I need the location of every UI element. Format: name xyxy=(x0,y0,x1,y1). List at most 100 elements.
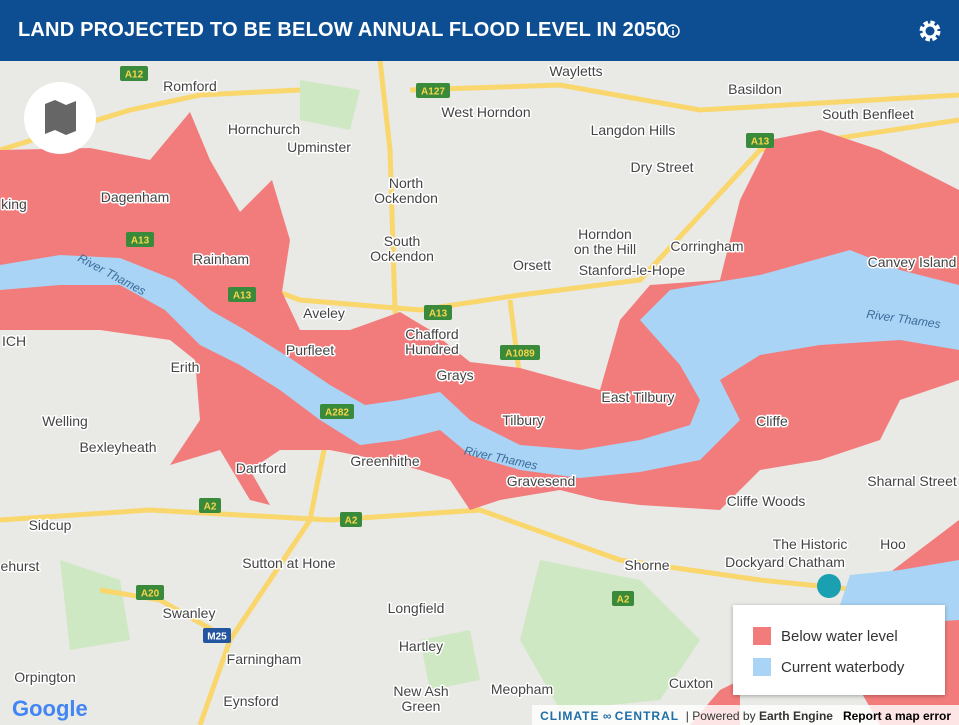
place-label: Dry Street xyxy=(630,159,693,175)
place-label: Ockendon xyxy=(370,248,434,264)
road-label: M25 xyxy=(207,632,227,643)
place-label: Hartley xyxy=(399,638,443,654)
place-label: Dockyard Chatham xyxy=(725,554,845,570)
place-label: Langdon Hills xyxy=(591,122,676,138)
road-shield xyxy=(199,498,221,513)
powered: Powered by xyxy=(692,709,756,723)
place-label: Dartford xyxy=(236,460,287,476)
road-label: A12 xyxy=(125,70,144,81)
road-label: A13 xyxy=(131,236,150,247)
road-shield xyxy=(612,591,634,606)
header: LAND PROJECTED TO BE BELOW ANNUAL FLOOD … xyxy=(0,0,959,61)
road-label: A13 xyxy=(429,309,448,320)
place-label: Rainham xyxy=(193,251,249,267)
legend-label: Current waterbody xyxy=(781,659,905,676)
place-label: Cliffe Woods xyxy=(727,493,806,509)
place-label: New Ash xyxy=(393,683,448,699)
place-label: South Benfleet xyxy=(822,106,914,122)
legend: Below water level Current waterbody xyxy=(733,605,945,695)
place-label: North xyxy=(389,175,423,191)
place-label: Grays xyxy=(436,367,473,383)
road-shield xyxy=(203,628,231,643)
place-label: Basildon xyxy=(728,81,782,97)
road-label: A2 xyxy=(617,595,630,606)
place-label: West Horndon xyxy=(441,104,530,120)
place-label: Corringham xyxy=(670,238,743,254)
engine: Earth Engine xyxy=(758,709,833,723)
place-label: Aveley xyxy=(303,305,345,321)
place-label: Gravesend xyxy=(507,473,575,489)
place-label: Hundred xyxy=(405,341,459,357)
place-label: Cuxton xyxy=(669,675,713,691)
place-label: Longfield xyxy=(388,600,445,616)
road-shield xyxy=(120,66,148,81)
place-label: Canvey Island xyxy=(868,254,957,270)
place-label: Swanley xyxy=(163,605,216,621)
attribution: CLIMATE ∞ CENTRAL | Powered by Earth Eng… xyxy=(532,705,959,725)
road-label: A13 xyxy=(233,291,252,302)
place-label: Stanford-le-Hope xyxy=(579,262,686,278)
place-label: on the Hill xyxy=(574,241,636,257)
road-shield xyxy=(746,133,774,148)
report-link[interactable]: Report a map error xyxy=(842,709,951,723)
place-label: Horndon xyxy=(578,226,632,242)
place-label: Dagenham xyxy=(101,189,170,205)
legend-item: Current waterbody xyxy=(753,658,904,676)
place-label: Eynsford xyxy=(223,693,278,709)
place-label: The Historic xyxy=(773,536,848,552)
road-shield xyxy=(416,83,450,98)
place-label: Ockendon xyxy=(374,190,438,206)
place-label: Cliffe xyxy=(756,413,788,429)
brand: CENTRAL xyxy=(614,709,680,723)
settings-icon[interactable] xyxy=(917,18,943,44)
road-label: A282 xyxy=(325,408,349,419)
place-label: Meopham xyxy=(491,681,553,697)
parks xyxy=(60,80,900,710)
road-shield xyxy=(424,305,452,320)
road-shield xyxy=(340,512,362,527)
road-label: A2 xyxy=(345,516,358,527)
place-label: ehurst xyxy=(1,558,40,574)
place-label: Bexleyheath xyxy=(79,439,156,455)
place-label: East Tilbury xyxy=(601,389,674,405)
legend-item: Below water level xyxy=(753,627,898,645)
title: LAND PROJECTED TO BE BELOW ANNUAL FLOOD … xyxy=(18,19,668,41)
place-label: Welling xyxy=(42,413,88,429)
place-label: Green xyxy=(402,698,441,714)
place-label: ICH xyxy=(2,333,26,349)
place-label: Purfleet xyxy=(286,342,334,358)
road-shield xyxy=(500,345,540,360)
google-logo: Google xyxy=(12,696,88,721)
place-label: Sidcup xyxy=(29,517,72,533)
place-label: king xyxy=(1,196,27,212)
road-label: A13 xyxy=(751,137,770,148)
road-label: A2 xyxy=(204,502,217,513)
place-label: Tilbury xyxy=(502,412,544,428)
place-label: Orpington xyxy=(14,669,75,685)
road-label: A127 xyxy=(421,87,445,98)
place-label: Greenhithe xyxy=(350,453,419,469)
place-label: Chafford xyxy=(405,326,458,342)
road-shield xyxy=(126,232,154,247)
place-label: Hoo xyxy=(880,536,906,552)
place-label: Hornchurch xyxy=(228,121,300,137)
road-label: A20 xyxy=(141,589,160,600)
place-label: Romford xyxy=(163,78,217,94)
road-shield xyxy=(320,404,354,419)
road-shield xyxy=(228,287,256,302)
info-icon[interactable] xyxy=(666,24,680,38)
place-label: Shorne xyxy=(624,557,669,573)
map-icon xyxy=(45,100,76,135)
place-label: Wayletts xyxy=(549,63,602,79)
road-shield xyxy=(136,585,164,600)
place-label: Erith xyxy=(171,359,200,375)
place-label: Orsett xyxy=(513,257,551,273)
poi-marker[interactable] xyxy=(817,574,841,598)
place-label: South xyxy=(384,233,421,249)
place-label: Upminster xyxy=(287,139,351,155)
place-label: Sutton at Hone xyxy=(242,555,336,571)
waterbody xyxy=(0,250,959,478)
road-label: A1089 xyxy=(505,349,535,360)
